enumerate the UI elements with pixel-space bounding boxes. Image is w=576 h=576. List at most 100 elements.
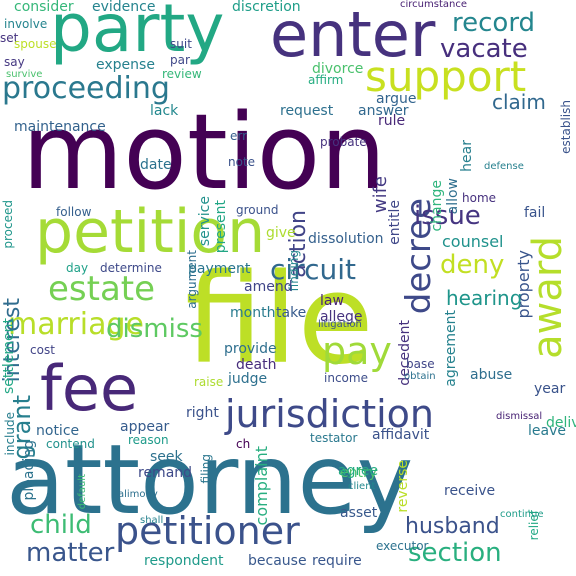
word: circuit xyxy=(270,253,356,286)
word: dissolution xyxy=(308,231,384,247)
word: proceed xyxy=(1,200,15,249)
word: death xyxy=(236,357,277,373)
word: base xyxy=(406,357,435,371)
word: executor xyxy=(376,539,429,553)
word: hearing xyxy=(446,286,523,310)
word: day xyxy=(66,261,89,275)
word: determine xyxy=(100,261,162,275)
word: judge xyxy=(228,371,268,387)
word: ch xyxy=(236,437,251,451)
word: discretion xyxy=(232,0,301,15)
word: survive xyxy=(6,69,43,80)
word: appear xyxy=(120,419,170,435)
word: par xyxy=(170,53,190,67)
word: respondent xyxy=(144,553,224,569)
word: allege xyxy=(320,309,363,325)
word: support xyxy=(365,52,527,101)
word: agree xyxy=(338,463,379,479)
word: record xyxy=(452,8,536,38)
word: obtain xyxy=(404,371,436,382)
word: enter xyxy=(270,0,436,71)
word: settlement xyxy=(1,318,17,395)
word: amend xyxy=(244,279,293,295)
word: payment xyxy=(188,261,251,277)
word: affidavit xyxy=(372,427,430,443)
word: argue xyxy=(376,91,417,107)
word: right xyxy=(186,405,219,421)
word: issue xyxy=(414,201,481,231)
word: matter xyxy=(26,538,115,568)
word: month xyxy=(230,305,276,321)
word: section xyxy=(408,538,502,568)
word: follow xyxy=(56,205,92,219)
word: reason xyxy=(128,433,169,447)
word: probate xyxy=(320,135,367,149)
word: abuse xyxy=(470,367,513,383)
word: petition xyxy=(35,197,266,267)
word: deliver xyxy=(546,415,576,431)
word: year xyxy=(534,381,566,397)
word: involve xyxy=(4,17,48,31)
word: child xyxy=(30,510,92,540)
word: date xyxy=(140,157,172,173)
word: change xyxy=(429,180,445,232)
word: pleading xyxy=(21,440,37,501)
word: receive xyxy=(444,483,496,499)
word: fail xyxy=(524,205,546,221)
word: expense xyxy=(96,57,155,73)
word: law xyxy=(320,293,344,309)
word: ground xyxy=(236,203,279,217)
word: spouse xyxy=(14,37,57,51)
word: request xyxy=(280,103,334,119)
word: establish xyxy=(559,100,573,154)
word: contend xyxy=(46,437,95,451)
word: take xyxy=(276,305,307,321)
word: entry xyxy=(340,465,378,481)
word: allow xyxy=(445,178,461,215)
word: fee xyxy=(40,352,139,425)
word: affirm xyxy=(308,73,344,87)
word: lack xyxy=(150,103,179,119)
word: complaint xyxy=(252,446,271,526)
word: present xyxy=(213,200,229,254)
word: consider xyxy=(14,0,74,15)
word: give xyxy=(266,225,296,241)
word: dismiss xyxy=(106,314,203,344)
word: raise xyxy=(194,375,224,389)
word: cost xyxy=(30,343,55,357)
word: err xyxy=(230,129,248,143)
word: default xyxy=(77,474,88,510)
word: filing xyxy=(199,454,213,484)
word: provide xyxy=(224,341,277,357)
word: require xyxy=(312,553,362,569)
word: rule xyxy=(378,113,406,129)
word: husband xyxy=(405,514,500,539)
word: note xyxy=(228,155,256,169)
word: maintenance xyxy=(14,119,106,135)
word: vacate xyxy=(440,34,528,64)
word: say xyxy=(4,55,25,69)
word: include xyxy=(3,412,17,456)
word: suit xyxy=(170,37,192,51)
word: pay xyxy=(322,329,392,373)
word: leave xyxy=(528,423,566,439)
word: counsel xyxy=(442,232,504,251)
word: seek xyxy=(150,449,183,465)
word: divorce xyxy=(312,61,364,77)
word: testator xyxy=(310,431,358,445)
word: agreement xyxy=(443,310,459,387)
word: claim xyxy=(492,90,546,114)
word: estate xyxy=(48,269,156,309)
word: review xyxy=(162,67,202,81)
word: circumstance xyxy=(400,0,467,10)
word: attorney xyxy=(6,424,414,536)
word: shall xyxy=(140,515,164,526)
word: hear xyxy=(459,140,475,172)
word: notice xyxy=(36,423,80,439)
word: because xyxy=(248,553,307,569)
word: evidence xyxy=(92,0,156,15)
word: defense xyxy=(484,161,524,172)
word: service xyxy=(197,196,213,247)
word: entitle xyxy=(387,200,403,245)
